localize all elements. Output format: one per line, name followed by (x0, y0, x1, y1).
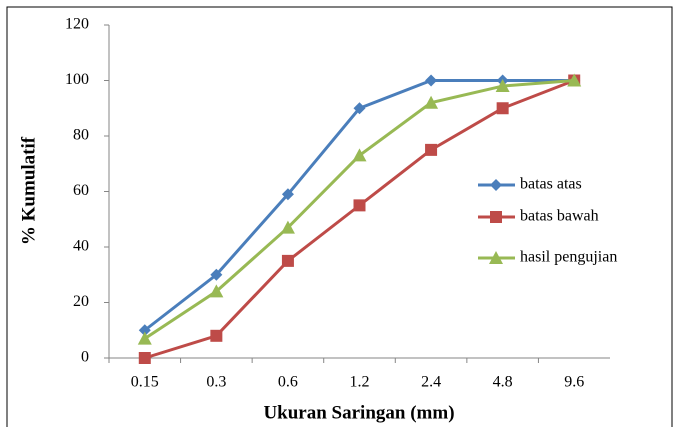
x-axis-label: Ukuran Saringan (mm) (263, 402, 454, 423)
x-tick-label: 0.6 (278, 374, 298, 391)
chart-frame (6, 6, 673, 427)
marker (425, 74, 438, 87)
marker (210, 268, 223, 281)
legend-label: batas bawah (520, 208, 599, 225)
y-tick-label: 120 (65, 16, 89, 33)
marker (209, 284, 224, 298)
marker (496, 102, 509, 115)
marker (495, 79, 510, 93)
marker (489, 251, 503, 264)
marker (567, 73, 582, 87)
x-tick-label: 2.4 (421, 374, 441, 391)
y-tick-label: 0 (81, 349, 89, 366)
marker (353, 199, 366, 212)
y-axis-label: % Kumulatif (18, 136, 39, 245)
marker (281, 188, 294, 201)
marker (281, 254, 294, 267)
marker (490, 211, 502, 223)
marker (490, 179, 502, 191)
marker (138, 352, 151, 364)
x-tick-label: 0.15 (131, 374, 159, 391)
marker (425, 143, 438, 156)
y-tick-label: 20 (73, 293, 89, 310)
marker (424, 95, 439, 109)
y-tick-label: 40 (73, 238, 89, 255)
x-tick-label: 9.6 (564, 374, 584, 391)
marker (353, 102, 366, 115)
y-tick-label: 100 (65, 71, 89, 88)
marker (138, 324, 151, 337)
marker (280, 220, 295, 234)
series-line (144, 79, 575, 360)
marker (210, 329, 223, 342)
legend-label: hasil pengujian (520, 249, 617, 266)
legend-label: batas atas (520, 176, 582, 193)
x-tick-label: 0.3 (206, 374, 226, 391)
marker (137, 331, 152, 345)
y-tick-label: 60 (73, 182, 89, 199)
x-tick-label: 4.8 (493, 374, 513, 391)
x-tick-label: 1.2 (350, 374, 370, 391)
y-tick-label: 80 (73, 127, 89, 144)
marker (352, 148, 367, 162)
